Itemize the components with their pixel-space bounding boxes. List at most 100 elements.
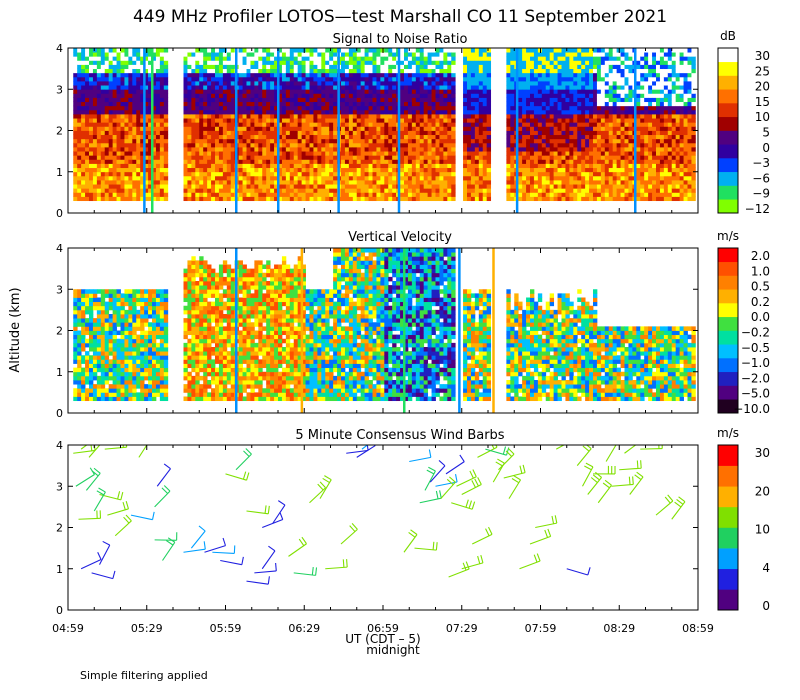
snr-cell — [478, 97, 484, 103]
snr-cell — [285, 97, 291, 103]
snr-cell — [293, 64, 299, 70]
snr-cell — [427, 76, 432, 82]
snr-cell — [380, 114, 385, 119]
snr-cell — [581, 89, 586, 94]
snr-cell — [443, 114, 448, 119]
snr-cell — [541, 76, 547, 82]
snr-cell — [195, 188, 200, 193]
snr-cell — [348, 163, 354, 169]
snr-cell — [96, 97, 102, 103]
snr-cell — [144, 97, 149, 103]
snr-cell — [116, 155, 121, 160]
snr-cell — [211, 180, 216, 185]
snr-cell — [85, 155, 90, 160]
snr-cell — [549, 155, 555, 160]
snr-cell — [474, 151, 480, 156]
snr-cell — [246, 76, 251, 82]
snr-cell — [309, 89, 314, 94]
snr-cell — [333, 142, 338, 148]
snr-cell — [541, 52, 547, 57]
snr-cell — [305, 142, 310, 148]
snr-cell — [159, 130, 165, 136]
snr-cell — [443, 76, 448, 82]
snr-cell — [620, 196, 625, 202]
snr-cell — [467, 175, 472, 181]
snr-cell — [242, 89, 247, 94]
snr-cell — [199, 68, 204, 74]
snr-cell — [557, 52, 562, 57]
snr-cell — [467, 93, 472, 98]
snr-cell — [73, 122, 78, 127]
snr-cell — [289, 155, 295, 160]
snr-cell — [541, 118, 547, 123]
snr-cell — [92, 64, 98, 70]
snr-cell — [376, 142, 381, 148]
snr-cell — [561, 56, 566, 61]
snr-cell — [530, 93, 535, 98]
snr-cell — [372, 155, 377, 160]
snr-cell — [187, 126, 192, 131]
snr-cell — [364, 97, 369, 103]
snr-cell — [443, 101, 448, 107]
snr-cell — [596, 167, 602, 173]
snr-cell — [518, 134, 523, 140]
snr-cell — [85, 85, 90, 90]
snr-cell — [589, 89, 594, 94]
snr-cell — [596, 56, 602, 61]
snr-cell — [148, 142, 153, 148]
snr-cell — [325, 138, 330, 144]
snr-cell — [561, 114, 566, 119]
snr-cell — [557, 81, 562, 86]
snr-cell — [348, 171, 354, 177]
snr-cell — [419, 184, 425, 189]
snr-cell — [593, 192, 598, 197]
snr-cell — [404, 97, 409, 103]
snr-cell — [254, 60, 259, 65]
snr-cell — [344, 105, 350, 111]
snr-cell — [612, 171, 618, 177]
snr-cell — [474, 89, 480, 94]
snr-cell — [254, 105, 259, 111]
snr-cell — [581, 72, 586, 78]
snr-cell — [89, 114, 94, 119]
snr-cell — [73, 93, 78, 98]
snr-cell — [533, 97, 539, 103]
snr-cell — [411, 196, 417, 202]
snr-cell — [360, 126, 366, 131]
snr-cell — [136, 89, 141, 94]
snr-cell — [506, 85, 511, 90]
snr-cell — [506, 138, 511, 144]
snr-cell — [132, 81, 137, 86]
snr-cell — [530, 147, 535, 152]
snr-cell — [620, 171, 625, 177]
snr-cell — [404, 114, 409, 119]
snr-cell — [85, 130, 90, 136]
snr-cell — [73, 171, 78, 177]
snr-cell — [628, 159, 633, 164]
snr-cell — [364, 118, 369, 123]
snr-cell — [435, 97, 440, 103]
snr-cell — [380, 142, 385, 148]
snr-cell — [604, 72, 610, 78]
snr-cell — [411, 81, 417, 86]
snr-cell — [384, 192, 389, 197]
snr-cell — [561, 118, 566, 123]
snr-cell — [120, 93, 125, 98]
snr-cell — [152, 97, 157, 103]
snr-cell — [569, 85, 574, 90]
snr-cell — [250, 180, 255, 185]
snr-cell — [553, 142, 558, 148]
snr-cell — [608, 180, 614, 185]
snr-cell — [207, 89, 212, 94]
snr-cell — [218, 163, 224, 169]
snr-cell — [376, 134, 381, 140]
snr-cell — [341, 188, 346, 193]
snr-cell — [293, 97, 299, 103]
snr-cell — [226, 180, 232, 185]
snr-cell — [301, 122, 306, 127]
snr-cell — [207, 60, 212, 65]
snr-cell — [124, 134, 129, 140]
snr-cell — [533, 188, 539, 193]
snr-cell — [443, 60, 448, 65]
snr-cell — [368, 180, 373, 185]
